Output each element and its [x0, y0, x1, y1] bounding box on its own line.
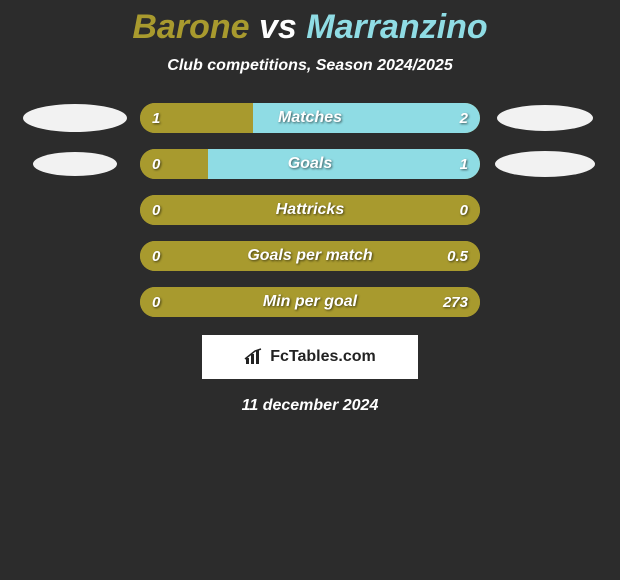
brand-text: FcTables.com — [270, 348, 376, 366]
stat-bar: 00.5Goals per match — [140, 241, 480, 271]
stat-bar: 01Goals — [140, 149, 480, 179]
stat-row: 01Goals — [0, 149, 620, 179]
stat-row: 12Matches — [0, 103, 620, 133]
footer-date: 11 december 2024 — [0, 397, 620, 415]
right-slot — [480, 151, 610, 177]
subtitle: Club competitions, Season 2024/2025 — [0, 57, 620, 75]
stat-row: 0273Min per goal — [0, 287, 620, 317]
stat-row: 00.5Goals per match — [0, 241, 620, 271]
placeholder-ellipse — [495, 151, 595, 177]
player2-name: Marranzino — [306, 8, 487, 46]
stat-row: 00Hattricks — [0, 195, 620, 225]
stat-bar: 0273Min per goal — [140, 287, 480, 317]
left-slot — [10, 104, 140, 132]
stat-bar: 12Matches — [140, 103, 480, 133]
placeholder-ellipse — [23, 104, 127, 132]
placeholder-ellipse — [33, 152, 117, 176]
stat-label: Hattricks — [140, 195, 480, 225]
stat-label: Matches — [140, 103, 480, 133]
stat-label: Goals — [140, 149, 480, 179]
vs-text: vs — [259, 8, 297, 46]
left-slot — [10, 152, 140, 176]
right-slot — [480, 105, 610, 131]
chart-icon — [244, 348, 264, 366]
stat-label: Goals per match — [140, 241, 480, 271]
brand-badge[interactable]: FcTables.com — [202, 335, 418, 379]
page-title: Barone vs Marranzino — [0, 8, 620, 47]
comparison-card: Barone vs Marranzino Club competitions, … — [0, 0, 620, 415]
player1-name: Barone — [132, 8, 249, 46]
stat-label: Min per goal — [140, 287, 480, 317]
stat-bar: 00Hattricks — [140, 195, 480, 225]
stats-panel: 12Matches 01Goals 00Hattricks 00.5Goals per… — [0, 103, 620, 317]
placeholder-ellipse — [497, 105, 593, 131]
